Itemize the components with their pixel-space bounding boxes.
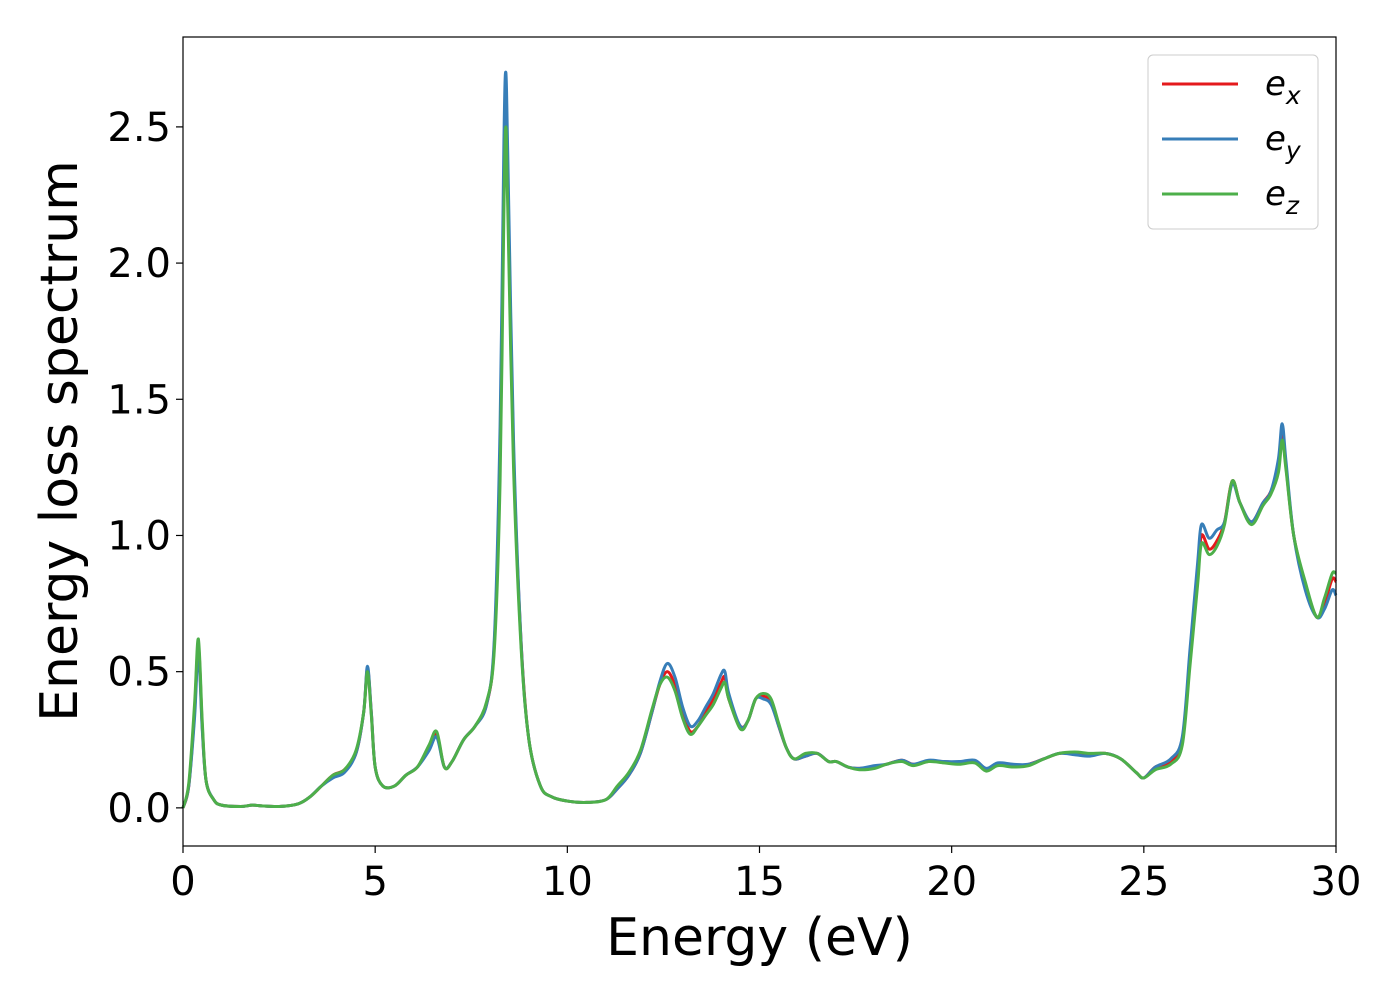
legend-label-subscript: z: [1285, 191, 1300, 220]
x-axis-label: Energy (eV): [606, 908, 913, 968]
x-tick-label: 25: [1118, 859, 1169, 905]
legend-label-subscript: x: [1285, 81, 1301, 110]
x-tick-label: 20: [926, 859, 977, 905]
y-axis-label: Energy loss spectrum: [30, 160, 90, 722]
x-tick-label: 0: [170, 859, 195, 905]
series-line-z: [181, 125, 1337, 809]
y-tick-label: 0.5: [107, 650, 171, 696]
y-tick-label: 1.0: [107, 513, 171, 559]
y-tick-label: 2.5: [107, 105, 171, 151]
x-tick-label: 15: [734, 859, 785, 905]
legend-box: [1147, 54, 1319, 230]
y-axis-ticks: 0.0 0.5 1.0 1.5 2.0 2.5: [107, 105, 183, 832]
x-axis-ticks: 0 5 10 15 20 25 30: [170, 846, 1361, 905]
legend-label-subscript: y: [1285, 136, 1302, 165]
y-tick-label: 1.5: [107, 377, 171, 423]
x-tick-label: 30: [1311, 859, 1362, 905]
y-tick-label: 2.0: [107, 241, 171, 287]
x-tick-label: 10: [542, 859, 593, 905]
y-tick-label: 0.0: [107, 786, 171, 832]
series-layer: [181, 70, 1338, 809]
x-tick-label: 5: [362, 859, 387, 905]
